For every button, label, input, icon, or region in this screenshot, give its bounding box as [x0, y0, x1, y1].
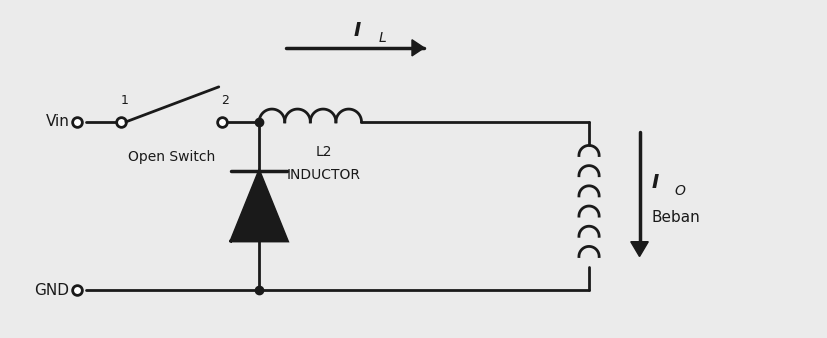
Text: Vin: Vin — [45, 114, 69, 129]
Text: I: I — [651, 173, 658, 192]
Text: Open Switch: Open Switch — [128, 150, 215, 164]
Text: Beban: Beban — [651, 210, 700, 225]
Text: L: L — [378, 31, 385, 45]
Polygon shape — [630, 242, 648, 257]
Text: 1: 1 — [121, 94, 128, 107]
Polygon shape — [231, 171, 287, 241]
Text: L2: L2 — [315, 145, 332, 160]
Text: I: I — [353, 21, 360, 40]
Polygon shape — [412, 40, 423, 56]
Text: GND: GND — [34, 283, 69, 298]
Text: INDUCTOR: INDUCTOR — [286, 168, 361, 182]
Text: 2: 2 — [222, 94, 229, 107]
Text: O: O — [674, 184, 685, 198]
